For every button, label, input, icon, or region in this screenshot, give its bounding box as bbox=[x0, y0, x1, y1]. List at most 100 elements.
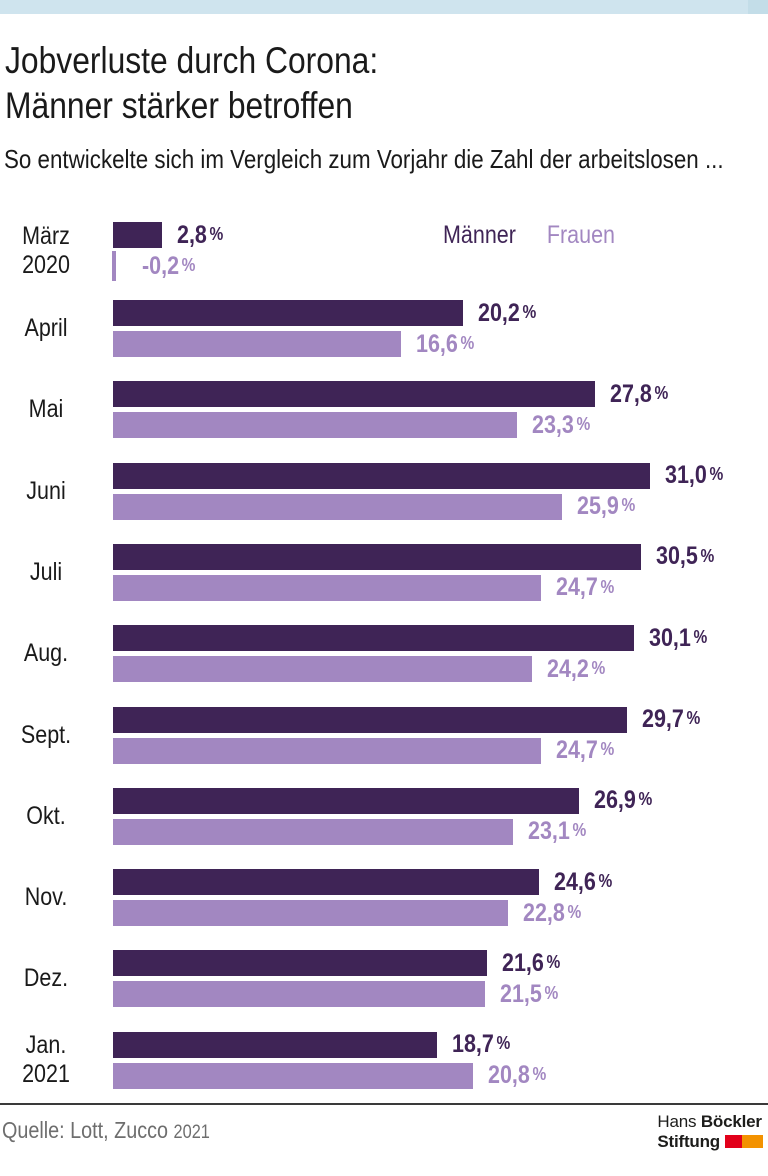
bar-row: Aug. 30,1% 24,2% bbox=[0, 624, 768, 684]
bar-value-number: 21,6 bbox=[502, 948, 545, 977]
bar-value-number: 16,6 bbox=[415, 329, 458, 358]
percent-sign: % bbox=[600, 576, 615, 597]
bar-row: Juni 31,0% 25,9% bbox=[0, 461, 768, 521]
bar-value-number: 30,1 bbox=[649, 623, 692, 652]
row-label: Nov. bbox=[6, 869, 85, 926]
bar-value-label-frauen: 24,7% bbox=[556, 736, 614, 765]
percent-sign: % bbox=[496, 1033, 511, 1054]
bar-value-label-maenner: 20,2% bbox=[478, 299, 536, 328]
barline-frauen: 23,3% bbox=[113, 411, 768, 440]
barline-maenner: 30,1% bbox=[113, 624, 768, 653]
bar-value-number: 25,9 bbox=[576, 492, 619, 521]
bar-maenner bbox=[113, 1031, 437, 1058]
bar-row: Jan. 2021 18,7% 20,8% bbox=[0, 1030, 768, 1089]
bar-frauen bbox=[113, 1062, 474, 1089]
percent-sign: % bbox=[709, 464, 724, 485]
legend-item-maenner: Männer bbox=[443, 220, 516, 249]
header-accent-strip bbox=[0, 0, 768, 14]
percent-sign: % bbox=[546, 952, 561, 973]
bar-value-label-frauen: 22,8% bbox=[523, 899, 581, 928]
bar-value-label-frauen: 24,7% bbox=[556, 573, 614, 602]
bar-value-label-frauen: 24,2% bbox=[547, 655, 605, 684]
bar-value-number: 31,0 bbox=[665, 461, 707, 490]
percent-sign: % bbox=[544, 983, 559, 1004]
logo-line2: Stiftung bbox=[657, 1132, 763, 1152]
bar-value-label-maenner: 30,5% bbox=[656, 542, 714, 571]
bar-value-number: 20,2 bbox=[477, 298, 520, 327]
row-label: Dez. bbox=[6, 950, 85, 1007]
bar-value-label-frauen: 25,9% bbox=[577, 492, 635, 521]
barline-frauen: 20,8% bbox=[113, 1061, 768, 1089]
percent-sign: % bbox=[693, 626, 708, 647]
bar-value-label-frauen: -0,2% bbox=[142, 252, 195, 281]
bar-value-number: -0,2 bbox=[142, 251, 180, 280]
legend-item-frauen: Frauen bbox=[546, 220, 615, 249]
source-year: 2021 bbox=[173, 1122, 210, 1143]
bar-value-label-maenner: 21,6% bbox=[502, 949, 560, 978]
bar-value-label-maenner: 30,1% bbox=[649, 624, 707, 653]
barline-frauen: -0,2% bbox=[112, 251, 768, 281]
barline-frauen: 16,6% bbox=[113, 330, 768, 359]
bar-maenner bbox=[113, 543, 642, 570]
bar-maenner bbox=[113, 950, 488, 977]
bar-value-label-maenner: 2,8% bbox=[177, 221, 223, 250]
bar-row: Nov. 24,6% 22,8% bbox=[0, 867, 768, 928]
barline-maenner: 31,0% bbox=[113, 461, 768, 490]
row-label-line: Mai bbox=[28, 395, 64, 424]
logo-boeckler: Böckler bbox=[700, 1112, 762, 1131]
barline-maenner: 2,8% bbox=[113, 221, 768, 250]
bar-value-label-maenner: 31,0% bbox=[665, 461, 723, 490]
percent-sign: % bbox=[181, 254, 196, 275]
row-label-line: Sept. bbox=[20, 720, 72, 749]
row-label: Aug. bbox=[6, 625, 85, 682]
row-label: Juli bbox=[6, 544, 85, 601]
percent-sign: % bbox=[654, 382, 668, 403]
barline-maenner: 27,8% bbox=[113, 380, 768, 409]
header-accent-strip-end bbox=[748, 0, 768, 14]
percent-sign: % bbox=[576, 413, 590, 434]
barline-maenner: 20,2% bbox=[113, 299, 768, 328]
bar-row: März 2020 2,8% -0,2% bbox=[0, 221, 768, 281]
bar-frauen bbox=[113, 331, 401, 357]
percent-sign: % bbox=[598, 870, 613, 891]
percent-sign: % bbox=[208, 223, 223, 244]
bar-value-number: 24,6 bbox=[554, 867, 596, 896]
bar-value-number: 26,9 bbox=[593, 786, 636, 815]
bar-value-label-frauen: 23,3% bbox=[532, 411, 590, 440]
row-label: Jan. 2021 bbox=[6, 1031, 85, 1089]
bar-value-label-maenner: 18,7% bbox=[452, 1030, 510, 1059]
barline-maenner: 24,6% bbox=[113, 867, 768, 896]
barline-maenner: 30,5% bbox=[113, 542, 768, 571]
barline-maenner: 26,9% bbox=[113, 786, 768, 815]
bar-value-number: 24,7 bbox=[555, 573, 598, 602]
bar-value-label-maenner: 27,8% bbox=[610, 380, 668, 409]
page-subtitle: So entwickelte sich im Vergleich zum Vor… bbox=[4, 144, 724, 174]
bar-frauen bbox=[113, 981, 486, 1008]
bar-maenner bbox=[113, 787, 579, 814]
bar-value-label-frauen: 21,5% bbox=[500, 980, 558, 1009]
barline-maenner: 18,7% bbox=[113, 1030, 768, 1059]
bar-value-number: 2,8 bbox=[176, 220, 207, 249]
page-title: Jobverluste durch Corona: Männer stärker… bbox=[5, 38, 378, 128]
bar-value-label-frauen: 16,6% bbox=[416, 330, 474, 359]
bar-frauen bbox=[113, 412, 517, 439]
hans-boeckler-stiftung-logo: Hans Böckler Stiftung bbox=[657, 1112, 763, 1152]
page-title-line2: Männer stärker betroffen bbox=[5, 85, 353, 126]
logo-hans: Hans bbox=[657, 1112, 697, 1131]
bar-frauen bbox=[113, 900, 508, 927]
barline-frauen: 24,7% bbox=[113, 573, 768, 602]
percent-sign: % bbox=[591, 657, 606, 678]
row-label-line: Aug. bbox=[23, 639, 69, 668]
barline-frauen: 24,2% bbox=[113, 655, 768, 684]
bar-row: Dez. 21,6% 21,5% bbox=[0, 949, 768, 1009]
bar-frauen bbox=[113, 574, 541, 601]
barline-maenner: 29,7% bbox=[113, 705, 768, 733]
barline-frauen: 22,8% bbox=[113, 899, 768, 928]
percent-sign: % bbox=[621, 495, 635, 516]
barline-frauen: 25,9% bbox=[113, 492, 768, 521]
page-title-line1: Jobverluste durch Corona: bbox=[5, 40, 379, 81]
row-label-line: Okt. bbox=[26, 801, 66, 830]
row-label-line: 2020 bbox=[22, 250, 70, 279]
row-label-line: Nov. bbox=[24, 883, 68, 912]
